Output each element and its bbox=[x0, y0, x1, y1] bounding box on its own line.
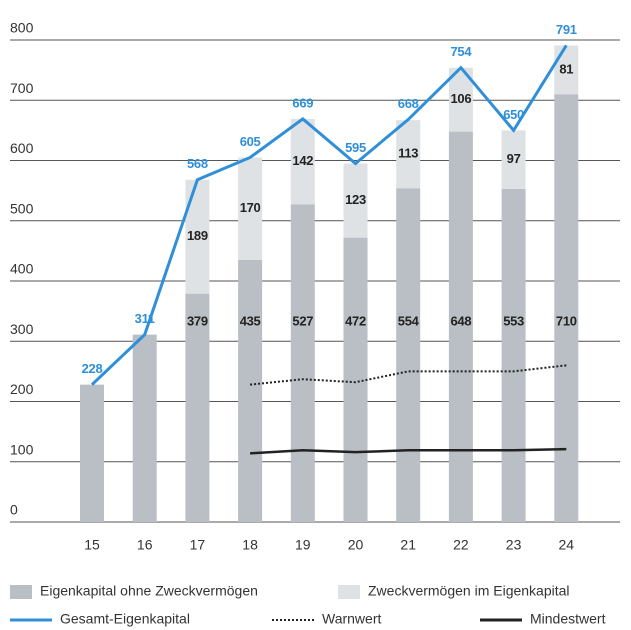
y-tick-label: 300 bbox=[10, 321, 34, 337]
legend-swatch bbox=[338, 585, 360, 599]
data-label: 170 bbox=[240, 200, 261, 215]
y-tick-label: 800 bbox=[10, 20, 34, 36]
bar-segment bbox=[554, 94, 579, 522]
data-label: 648 bbox=[451, 313, 472, 328]
data-label: 123 bbox=[345, 192, 366, 207]
data-label: 311 bbox=[135, 311, 155, 326]
data-label: 527 bbox=[292, 313, 313, 328]
data-label: 81 bbox=[559, 61, 573, 76]
data-label: 754 bbox=[451, 44, 473, 59]
data-label: 791 bbox=[556, 22, 577, 37]
bar-segment bbox=[238, 259, 263, 522]
bar-segment bbox=[501, 130, 526, 189]
y-tick-label: 100 bbox=[10, 441, 34, 457]
bar-segment bbox=[554, 45, 579, 95]
y-tick-label: 400 bbox=[10, 261, 34, 277]
data-label: 113 bbox=[398, 146, 418, 161]
x-tick-label: 23 bbox=[506, 537, 522, 553]
y-tick-label: 200 bbox=[10, 381, 34, 397]
legend-label: Warnwert bbox=[322, 611, 381, 627]
data-label: 97 bbox=[507, 151, 521, 166]
data-label: 568 bbox=[187, 156, 208, 171]
y-tick-label: 0 bbox=[10, 502, 18, 518]
data-label: 435 bbox=[240, 313, 261, 328]
bar-segment bbox=[396, 120, 421, 189]
bar-segment bbox=[448, 131, 473, 522]
data-label: 554 bbox=[398, 313, 420, 328]
legend-label: Zweckvermögen im Eigenkapital bbox=[368, 583, 570, 599]
bar-segment bbox=[396, 188, 421, 522]
legend-label: Eigenkapital ohne Zweckvermögen bbox=[40, 583, 258, 599]
x-tick-label: 18 bbox=[242, 537, 258, 553]
x-tick-label: 16 bbox=[137, 537, 153, 553]
data-label: 669 bbox=[292, 95, 313, 110]
data-label: 650 bbox=[503, 107, 524, 122]
data-label: 142 bbox=[292, 153, 313, 168]
x-tick-label: 21 bbox=[400, 537, 416, 553]
data-label: 189 bbox=[187, 228, 208, 243]
bar-segment bbox=[238, 157, 263, 260]
x-tick-label: 17 bbox=[190, 537, 206, 553]
bar-segment bbox=[343, 237, 368, 522]
legend-label: Mindestwert bbox=[530, 611, 606, 627]
bar-segment bbox=[132, 334, 157, 522]
data-label: 605 bbox=[240, 134, 261, 149]
data-label: 228 bbox=[82, 361, 103, 376]
bar-segment bbox=[343, 163, 368, 238]
data-label: 379 bbox=[187, 313, 208, 328]
x-tick-label: 19 bbox=[295, 537, 311, 553]
bar-segment bbox=[290, 118, 315, 205]
bar-segment bbox=[185, 293, 210, 522]
line bbox=[250, 447, 567, 455]
y-tick-label: 500 bbox=[10, 200, 34, 216]
legend-label: Gesamt-Eigenkapital bbox=[60, 611, 190, 627]
data-label: 710 bbox=[556, 313, 577, 328]
x-tick-label: 15 bbox=[84, 537, 100, 553]
legend-swatch bbox=[10, 585, 32, 599]
line bbox=[249, 364, 567, 386]
bar-segment bbox=[80, 384, 104, 522]
data-label: 553 bbox=[503, 313, 524, 328]
data-label: 472 bbox=[345, 313, 366, 328]
y-tick-label: 700 bbox=[10, 80, 34, 96]
x-tick-label: 20 bbox=[348, 537, 364, 553]
bar-segment bbox=[290, 204, 315, 523]
data-label: 668 bbox=[398, 96, 419, 111]
y-tick-label: 600 bbox=[10, 140, 34, 156]
data-label: 106 bbox=[451, 91, 472, 106]
line bbox=[90, 44, 568, 386]
x-tick-label: 22 bbox=[453, 537, 469, 553]
x-tick-label: 24 bbox=[559, 537, 575, 553]
data-label: 595 bbox=[345, 140, 366, 155]
bar-segment bbox=[501, 188, 526, 522]
